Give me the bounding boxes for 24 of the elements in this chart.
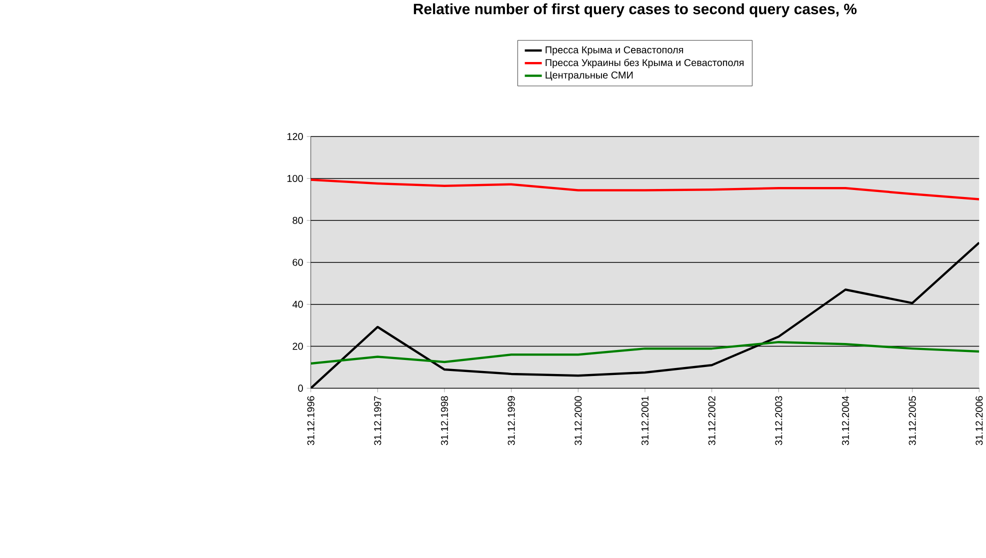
x-tick-label: 31.12.2003 [775,396,782,446]
x-tick-label: 31.12.2001 [641,396,648,446]
y-tick-label: 40 [292,300,303,308]
y-tick-label: 100 [287,174,303,182]
y-tick-label: 20 [292,342,303,350]
x-tick-label: 31.12.2005 [908,396,916,446]
x-tick-label: 31.12.1997 [374,396,382,446]
y-tick-label: 80 [292,216,303,224]
chart-title: Relative number of first query cases to second query cases, % [414,3,857,18]
x-tick-label: 31.12.2006 [976,396,983,446]
legend-label: Центральные СМИ [546,72,633,81]
x-tick-label: 31.12.1998 [440,396,448,446]
y-tick-label: 60 [292,258,303,266]
legend-label: Пресса Украины без Крыма и Севастополя [546,58,744,68]
y-tick-label: 120 [287,132,303,140]
x-tick-label: 31.12.1999 [508,396,515,446]
x-tick-label: 31.12.1996 [307,396,314,446]
line-series [310,178,980,200]
legend-label: Пресса Крыма и Севастополя [546,46,684,56]
y-tick-label: 0 [298,384,303,392]
x-tick-label: 31.12.2000 [574,396,582,446]
x-tick-label: 31.12.2002 [708,396,716,446]
x-tick-label: 31.12.2004 [842,396,850,446]
line-series [310,340,980,365]
